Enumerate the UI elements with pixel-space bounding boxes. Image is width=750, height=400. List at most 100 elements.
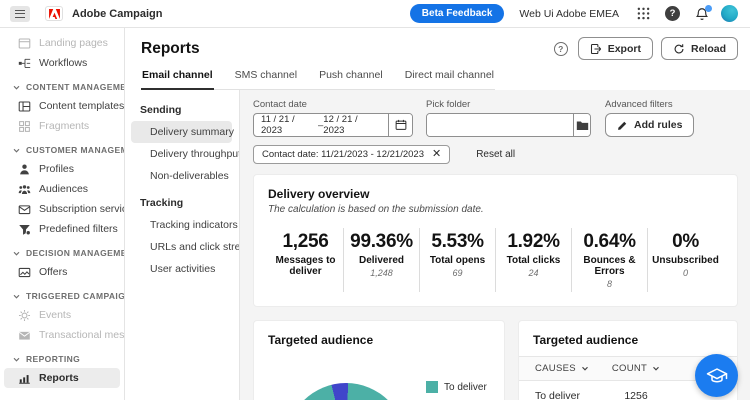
reload-button[interactable]: Reload: [660, 37, 738, 60]
column-label: COUNT: [611, 363, 648, 374]
column-header-count[interactable]: COUNT: [593, 363, 679, 374]
sidebar-section-label: TRIGGERED CAMPAIGNS: [26, 291, 125, 301]
contact-date-field: Contact date 11 / 21 / 2023 – 12 / 21 / …: [253, 99, 413, 137]
sidebar-section-triggered-campaigns[interactable]: TRIGGERED CAMPAIGNS: [0, 282, 124, 305]
beta-feedback-button[interactable]: Beta Feedback: [409, 4, 505, 23]
sidebar-section-reporting[interactable]: REPORTING: [0, 345, 124, 368]
hamburger-menu-button[interactable]: [10, 5, 30, 22]
sidebar-section-decision-management[interactable]: DECISION MANAGEMENT: [0, 239, 124, 262]
export-icon: [590, 43, 601, 54]
tab-sms-channel[interactable]: SMS channel: [234, 69, 298, 81]
targeted-audience-table-title: Targeted audience: [533, 333, 639, 347]
report-nav-group-sending: Sending: [140, 104, 182, 116]
contact-date-input[interactable]: 11 / 21 / 2023 – 12 / 21 / 2023: [253, 113, 413, 137]
subscription-services-icon: [18, 204, 31, 214]
sidebar-section-label: DECISION MANAGEMENT: [26, 248, 124, 258]
app-name: Adobe Campaign: [72, 7, 163, 20]
calendar-button[interactable]: [388, 114, 412, 136]
metric-total-opens: 5.53% Total opens 69: [419, 228, 495, 292]
sidebar-item-profiles[interactable]: Profiles: [4, 159, 120, 179]
report-nav-item-tracking-indicators[interactable]: Tracking indicators: [150, 219, 238, 231]
sidebar-item-label: Events: [39, 309, 72, 321]
main-header: Reports ? Export Reload Email channel SM…: [125, 28, 750, 90]
events-gear-icon: [18, 309, 31, 321]
add-rules-button[interactable]: Add rules: [605, 113, 695, 137]
metric-value: 5.53%: [431, 231, 484, 252]
avatar[interactable]: [721, 5, 738, 22]
report-nav-item-delivery-summary[interactable]: Delivery summary: [131, 121, 234, 143]
sidebar-section-label: CUSTOMER MANAGEMENT: [26, 145, 124, 155]
sidebar-item-label: Fragments: [39, 120, 90, 132]
metric-sub-value: 24: [528, 268, 539, 278]
notifications-button[interactable]: [695, 4, 712, 21]
table-row[interactable]: To deliver 1256: [519, 381, 737, 400]
export-button[interactable]: Export: [577, 37, 653, 60]
help-button[interactable]: ?: [665, 6, 680, 21]
app-switcher-button[interactable]: [637, 7, 650, 20]
help-icon: ?: [665, 6, 680, 21]
sidebar-item-transactional-messages[interactable]: Transactional messages: [4, 325, 124, 345]
delivery-overview-title: Delivery overview: [268, 187, 370, 201]
sort-chevron-icon: [653, 366, 660, 371]
sidebar-item-subscription-services[interactable]: Subscription services: [4, 199, 124, 219]
sidebar-item-audiences[interactable]: Audiences: [4, 179, 120, 199]
metric-sub-value: 1,248: [370, 268, 393, 278]
sidebar-item-label: Subscription services: [39, 203, 124, 215]
metric-label: Total clicks: [506, 255, 561, 266]
export-label: Export: [607, 42, 641, 55]
header-actions: ? Export Reload: [553, 37, 738, 60]
sidebar-section-customer-management[interactable]: CUSTOMER MANAGEMENT: [0, 136, 124, 159]
legend-item-to-deliver: To deliver: [426, 381, 487, 393]
remove-filter-button[interactable]: ✕: [431, 148, 442, 160]
fragments-icon: [19, 120, 30, 132]
chart-legend: To deliver: [426, 381, 487, 400]
column-label: CAUSES: [535, 363, 576, 374]
adobe-logo-icon: [48, 8, 60, 19]
sidebar-item-predefined-filters[interactable]: Predefined filters: [4, 219, 120, 239]
profiles-icon: [20, 164, 29, 174]
metric-value: 0%: [672, 231, 699, 252]
main-layout: Landing pages Workflows CONTENT MANAGEME…: [0, 28, 750, 400]
report-info-button[interactable]: ?: [553, 41, 568, 56]
reload-icon: [674, 43, 684, 53]
sidebar-item-label: Transactional messages: [39, 329, 125, 341]
legend-label: To deliver: [444, 381, 487, 393]
tab-push-channel[interactable]: Push channel: [319, 69, 383, 81]
targeted-audience-donut-chart: [286, 383, 406, 400]
adobe-logo: [45, 6, 63, 21]
metric-value: 1.92%: [507, 231, 560, 252]
sidebar-item-offers[interactable]: Offers: [4, 262, 120, 282]
learning-assistant-fab[interactable]: [695, 354, 738, 397]
legend-swatch-teal: [426, 381, 438, 393]
top-bar: Adobe Campaign Beta Feedback Web Ui Adob…: [0, 0, 750, 28]
metric-delivered: 99.36% Delivered 1,248: [343, 228, 419, 292]
chevron-down-icon: [13, 85, 20, 90]
metric-value: 0.64%: [583, 231, 636, 252]
sidebar-item-landing-pages[interactable]: Landing pages: [4, 33, 120, 53]
sidebar-section-label: CONTENT MANAGEMENT: [26, 82, 124, 92]
tab-direct-mail-channel[interactable]: Direct mail channel: [404, 69, 494, 81]
column-header-causes[interactable]: CAUSES: [535, 363, 593, 374]
notification-dot: [705, 4, 712, 12]
tab-email-channel[interactable]: Email channel: [141, 69, 214, 90]
metric-bounces-errors: 0.64% Bounces & Errors 8: [571, 228, 647, 292]
transactional-messages-icon: [18, 331, 31, 340]
sidebar-item-reports[interactable]: Reports: [4, 368, 120, 388]
sidebar-item-content-templates[interactable]: Content templates: [4, 96, 124, 116]
metric-label: Total opens: [429, 255, 486, 266]
folder-picker-button[interactable]: [573, 114, 590, 136]
sort-chevron-icon: [581, 366, 588, 371]
contact-date-filter-chip[interactable]: Contact date: 11/21/2023 - 12/21/2023 ✕: [253, 145, 451, 164]
report-nav-item-urls-click-streams[interactable]: URLs and click streams: [150, 241, 240, 253]
report-nav-item-delivery-throughput[interactable]: Delivery throughput: [150, 148, 240, 160]
sidebar-item-events[interactable]: Events: [4, 305, 120, 325]
sidebar-section-content-management[interactable]: CONTENT MANAGEMENT: [0, 73, 124, 96]
reset-all-button[interactable]: Reset all: [476, 149, 516, 160]
pick-folder-label: Pick folder: [426, 99, 471, 110]
metric-sub-value: 69: [452, 268, 463, 278]
sidebar-item-workflows[interactable]: Workflows: [4, 53, 120, 73]
pick-folder-input[interactable]: [427, 114, 573, 136]
report-nav-item-non-deliverables[interactable]: Non-deliverables: [150, 170, 229, 182]
sidebar-item-fragments[interactable]: Fragments: [4, 116, 120, 136]
report-nav-item-user-activities[interactable]: User activities: [150, 263, 216, 275]
